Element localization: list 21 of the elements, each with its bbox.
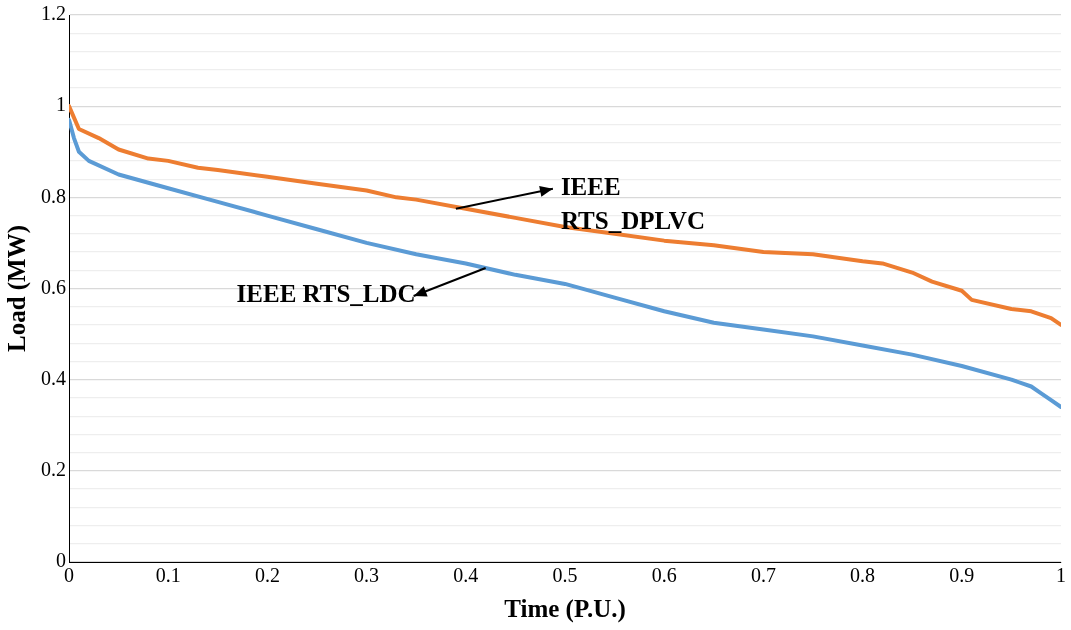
x-tick-label: 0.9 (949, 564, 975, 587)
y-tick-label: 0.2 (41, 458, 66, 481)
y-tick-label: 0.6 (41, 275, 66, 298)
x-tick-label: 0.1 (155, 564, 181, 587)
annotation: IEEE RTS_LDC (236, 280, 416, 308)
y-tick-label: 0.8 (41, 184, 66, 207)
y-axis-title: Load (MW) (3, 224, 32, 353)
x-tick-label: 0.5 (552, 564, 578, 587)
y-tick-label: 1 (56, 93, 66, 116)
x-tick-label: 0.8 (850, 564, 876, 587)
y-tick-label: 0.4 (41, 366, 66, 389)
annotation: IEEE RTS_DPLVC (560, 173, 705, 235)
y-tick-label: 1.2 (41, 2, 66, 25)
x-tick-label: 0.6 (651, 564, 677, 587)
x-tick-label: 0.2 (254, 564, 280, 587)
x-tick-label: 0.7 (750, 564, 776, 587)
x-tick-label: 1 (1056, 564, 1066, 587)
x-tick-label: 0.3 (354, 564, 380, 587)
x-tick-label: 0.4 (453, 564, 479, 587)
x-axis-title: Time (P.U.) (504, 595, 626, 624)
y-tick-label: 0 (56, 549, 66, 572)
